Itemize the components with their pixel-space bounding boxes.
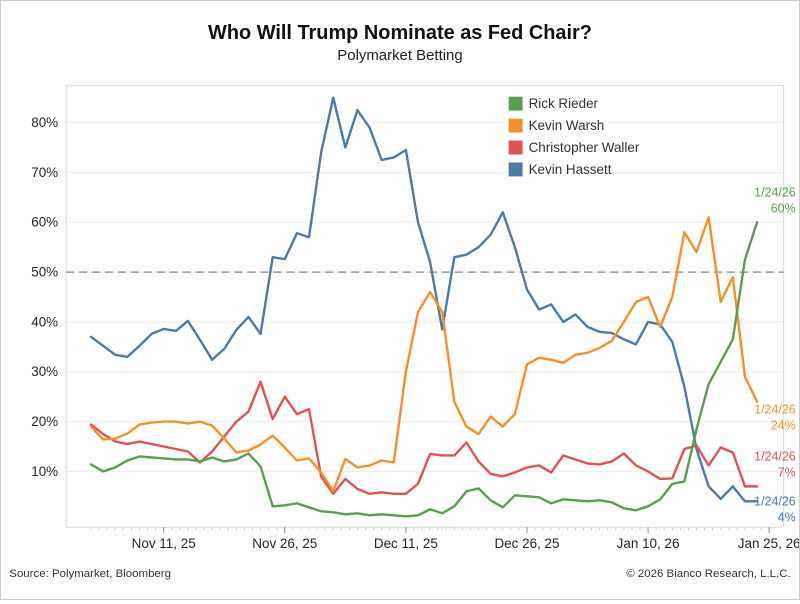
- x-axis-label-jan-25-26: Jan 25, 26: [738, 536, 799, 551]
- legend-item-kevin-hassett: Kevin Hassett: [508, 162, 612, 177]
- annotation-value: 60%: [771, 201, 796, 215]
- series-line-rick-rieder: [89, 221, 759, 518]
- y-axis-label-40: 40%: [31, 314, 58, 329]
- annotation-kevin-warsh: 1/24/26 24%: [754, 403, 796, 433]
- annotation-date: 1/24/26: [754, 494, 796, 508]
- y-axis-label-30: 30%: [31, 364, 58, 379]
- annotation-value: 4%: [778, 510, 796, 524]
- plot-area: 10% 20% 30% 40% 50% 60% 70% 80% Nov 11, 25 Nov 26…: [31, 85, 800, 551]
- series-line-kevin-hassett: [89, 96, 759, 503]
- y-axis-label-60: 60%: [31, 215, 58, 230]
- copyright-note: © 2026 Bianco Research, L.L.C.: [626, 568, 790, 580]
- legend-label-rick-rieder: Rick Rieder: [529, 96, 599, 111]
- annotation-date: 1/24/26: [754, 185, 796, 199]
- legend-swatch-kevin-hassett: [508, 162, 523, 177]
- legend-item-kevin-warsh: Kevin Warsh: [508, 118, 605, 133]
- series-line-kevin-warsh: [89, 216, 759, 493]
- chart-title: Who Will Trump Nominate as Fed Chair?: [208, 22, 592, 44]
- annotation-kevin-hassett: 1/24/26 4%: [754, 494, 796, 524]
- legend-item-christopher-waller: Christopher Waller: [508, 140, 640, 155]
- annotation-christopher-waller: 1/24/26 7%: [754, 449, 796, 479]
- annotation-rick-rieder: 1/24/26 60%: [754, 185, 796, 215]
- legend-swatch-christopher-waller: [508, 140, 523, 155]
- legend-label-kevin-hassett: Kevin Hassett: [529, 162, 612, 177]
- legend: Rick Rieder Kevin Warsh Christopher Waller…: [508, 96, 640, 177]
- annotation-value: 24%: [771, 419, 796, 433]
- legend-label-kevin-warsh: Kevin Warsh: [529, 118, 605, 133]
- y-axis-label-70: 70%: [31, 165, 58, 180]
- legend-label-christopher-waller: Christopher Waller: [529, 140, 640, 155]
- y-axis-label-80: 80%: [31, 115, 58, 130]
- x-axis-label-nov-26-25: Nov 26, 25: [252, 536, 317, 551]
- annotation-date: 1/24/26: [754, 449, 796, 463]
- legend-swatch-kevin-warsh: [508, 118, 523, 133]
- legend-swatch-rick-rieder: [508, 96, 523, 111]
- plot-border: [65, 85, 785, 528]
- y-axis-label-20: 20%: [31, 414, 58, 429]
- chart-subtitle: Polymarket Betting: [337, 47, 462, 64]
- legend-item-rick-rieder: Rick Rieder: [508, 96, 599, 111]
- annotation-date: 1/24/26: [754, 403, 796, 417]
- series-line-christopher-waller: [89, 380, 759, 496]
- y-axis-label-50: 50%: [31, 265, 58, 280]
- x-axis-label-dec-26-25: Dec 26, 25: [494, 536, 559, 551]
- y-axis-label-10: 10%: [31, 464, 58, 479]
- x-axis-label-nov-11-25: Nov 11, 25: [132, 536, 196, 551]
- annotation-value: 7%: [778, 465, 796, 479]
- source-note: Source: Polymarket, Bloomberg: [9, 568, 171, 580]
- x-axis-label-dec-11-25: Dec 11, 25: [374, 536, 438, 551]
- x-axis-label-jan-10-26: Jan 10, 26: [617, 536, 680, 551]
